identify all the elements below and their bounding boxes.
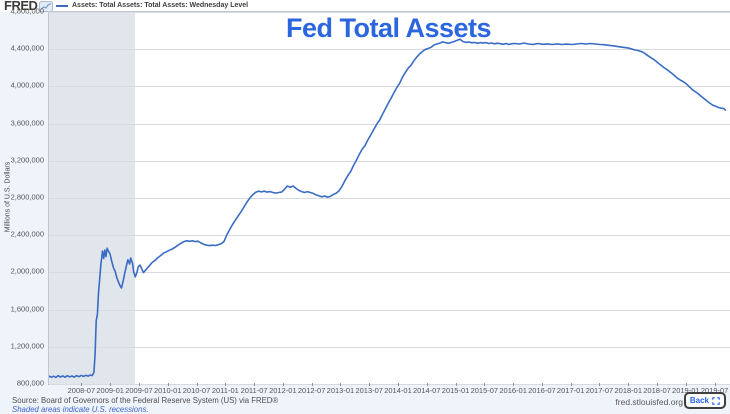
x-tick-mark [541,383,543,386]
y-tick-label: 2,800,000 [10,192,44,202]
fred-logo-text: FRED [4,0,38,13]
x-tick-mark [282,383,284,386]
legend-label: Assets: Total Assets: Total Assets: Wedn… [72,2,249,9]
gridline [49,123,730,125]
fred-logo-chart-icon [39,0,54,12]
x-tick-label: 2019-01 [672,386,700,395]
fred-logo[interactable]: FRED [4,0,54,13]
chart-title: Fed Total Assets [285,13,492,43]
y-tick-label: 1,600,000 [10,304,44,314]
x-tick-label: 2017-07 [585,386,614,395]
x-tick-mark [484,383,486,386]
x-tick-label: 2011-07 [240,386,268,395]
x-tick-mark [599,383,601,386]
x-tick-label: 2010-01 [153,386,182,395]
x-tick-label: 2008-07 [67,386,96,395]
x-tick-label: 2013-01 [326,386,355,395]
y-tick-label: 2,400,000 [10,229,44,239]
x-tick-mark [570,383,572,386]
x-tick-label: 2013-07 [355,386,383,395]
gridline [49,86,730,88]
x-tick-label: 2012-01 [269,386,297,395]
x-tick-label: 2010-07 [182,386,211,395]
y-tick-label: 4,000,000 [10,80,44,90]
x-tick-label: 2016-07 [528,386,556,395]
x-tick-mark [167,383,169,386]
gridline [49,309,730,311]
x-tick-mark [81,383,83,386]
x-tick-mark [513,383,515,386]
x-tick-mark [196,383,198,386]
x-tick-label: 2019-07 [700,386,729,395]
gridline [49,272,730,274]
legend: Assets: Total Assets: Total Assets: Wedn… [56,1,248,11]
x-tick-label: 2009-01 [96,386,124,395]
x-tick-label: 2009-07 [125,386,153,395]
x-tick-mark [397,383,399,386]
x-tick-label: 2015-01 [441,386,470,395]
y-tick-label: 800,000 [16,378,44,388]
x-tick-label: 2016-01 [499,386,527,395]
x-tick-label: 2018-07 [643,386,671,395]
y-tick-label: 1,200,000 [10,341,44,351]
gridline [49,198,730,199]
x-tick-mark [455,383,457,386]
recession-note: Shaded areas indicate U.S. recessions. [12,405,149,414]
x-tick-mark [685,383,687,386]
x-tick-mark [369,383,371,386]
x-tick-mark [225,383,227,386]
y-tick-label: 2,000,000 [10,266,44,276]
x-tick-label: 2018-01 [614,386,643,395]
plot-area[interactable] [48,11,730,385]
back-button[interactable]: Back [683,392,726,409]
x-tick-label: 2012-07 [297,386,326,395]
x-tick-mark [138,383,140,386]
gridline [49,12,730,13]
legend-line-swatch [56,5,68,7]
x-tick-mark [110,383,112,386]
y-tick-label: 3,200,000 [10,155,44,165]
site-link[interactable]: fred.stlouisfed.org [615,397,683,407]
x-tick-label: 2014-01 [384,386,412,395]
series-line [49,38,727,379]
x-tick-mark [254,383,256,386]
source-text: Source: Board of Governors of the Federa… [12,396,279,405]
x-tick-label: 2011-01 [211,386,239,395]
gridline [49,384,730,385]
x-tick-mark [426,383,428,386]
x-tick-label: 2015-07 [470,386,499,395]
back-button-label: Back [689,396,709,405]
y-tick-label: 4,800,000 [10,6,44,16]
y-tick-label: 3,600,000 [10,118,44,128]
gridline [49,346,730,348]
fullscreen-exit-icon [712,396,720,405]
x-tick-mark [311,383,313,386]
gridline [49,160,730,162]
gridline [49,49,730,51]
x-tick-mark [657,383,659,386]
header-bar: FRED Assets: Total Assets: Total Assets:… [0,0,730,12]
gridline [49,235,730,237]
x-tick-mark [340,383,342,386]
x-tick-mark [628,383,630,386]
data-line-svg [49,38,727,379]
y-tick-label: 4,400,000 [10,43,44,53]
x-tick-label: 2014-07 [413,386,441,395]
x-tick-mark [714,383,716,386]
x-tick-label: 2017-01 [556,386,585,395]
